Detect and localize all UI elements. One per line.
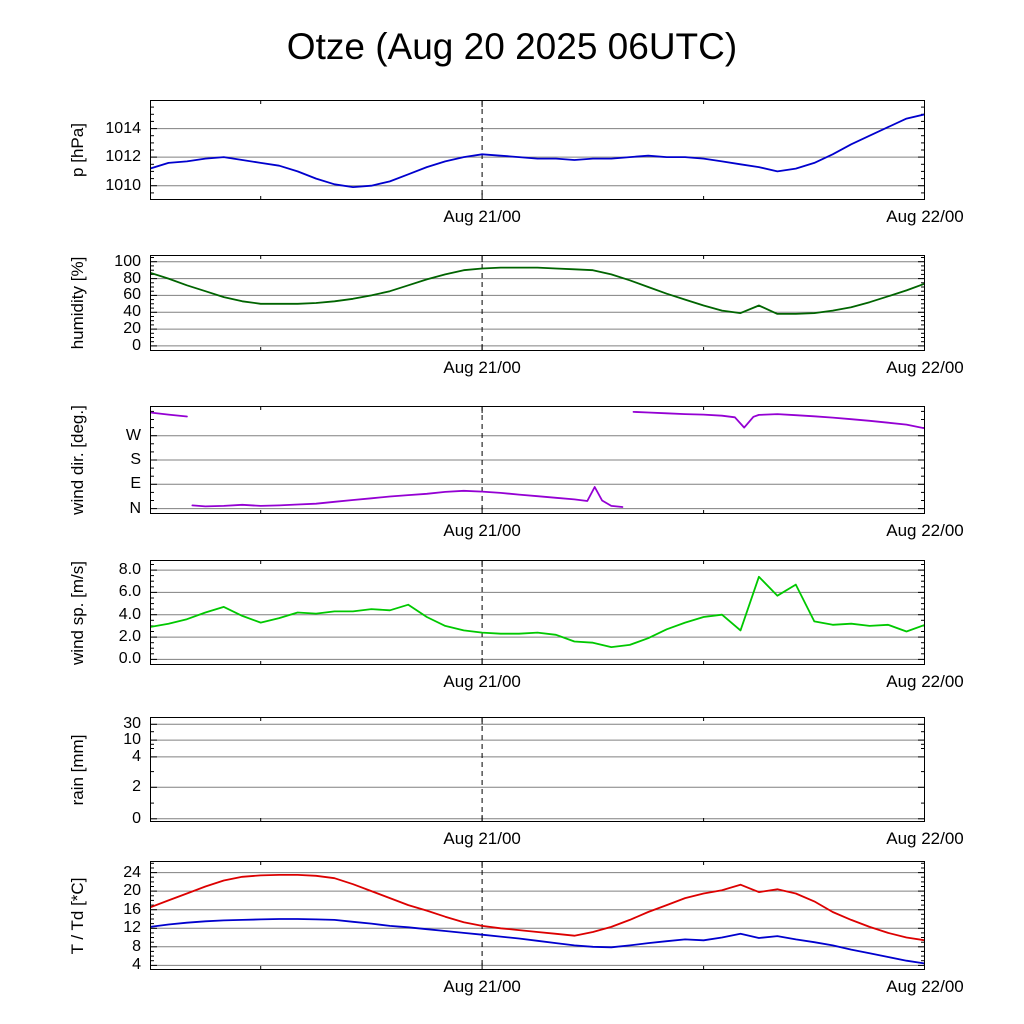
y-tick-label: 6.0	[118, 583, 141, 601]
y-tick-label: 8.0	[118, 561, 141, 579]
x-tick-label: Aug 22/00	[886, 358, 964, 377]
y-tick-label: 1014	[105, 119, 141, 137]
panel-border	[150, 717, 925, 822]
series-wind-speed	[150, 575, 925, 648]
chart-panel-temperature	[150, 861, 925, 970]
y-tick-label: 12	[123, 919, 141, 937]
y-axis-title: p [hPa]	[68, 123, 87, 177]
y-axis-title: humidity [%]	[68, 256, 87, 350]
y-tick-label: 24	[123, 863, 141, 881]
y-tick-label: N	[129, 499, 141, 517]
y-tick-label: 16	[123, 900, 141, 918]
x-tick-label: Aug 21/00	[443, 207, 521, 226]
series-humidity	[150, 266, 925, 315]
chart-panel-humidity	[150, 255, 925, 351]
series-wind-direction	[191, 486, 624, 508]
y-tick-label: W	[125, 426, 141, 444]
y-tick-label: E	[130, 475, 141, 493]
y-tick-label: 4.0	[118, 605, 141, 623]
y-axis-title: rain [mm]	[68, 734, 87, 805]
series-wind-direction	[632, 411, 925, 430]
y-tick-label: S	[130, 451, 141, 468]
series-wind-direction	[150, 411, 188, 418]
panel-border	[150, 560, 925, 665]
x-tick-label: Aug 22/00	[886, 672, 964, 691]
x-tick-label: Aug 21/00	[443, 521, 521, 540]
series-dewpoint	[150, 918, 925, 965]
y-tick-label: 40	[123, 303, 141, 321]
y-axis-title: T / Td [*C]	[68, 877, 87, 954]
y-tick-label: 0	[132, 336, 141, 354]
y-tick-label: 0	[132, 809, 141, 827]
y-tick-label: 0.0	[118, 650, 141, 668]
y-tick-label: 60	[123, 286, 141, 304]
x-tick-label: Aug 21/00	[443, 672, 521, 691]
panel-border	[150, 100, 925, 200]
chart-panel-wind-direction	[150, 406, 925, 514]
x-tick-label: Aug 22/00	[886, 977, 964, 996]
y-tick-label: 20	[123, 882, 141, 900]
x-tick-label: Aug 21/00	[443, 358, 521, 377]
y-tick-label: 2.0	[118, 628, 141, 646]
y-tick-label: 1010	[105, 176, 141, 194]
y-tick-label: 4	[132, 747, 141, 765]
x-tick-label: Aug 22/00	[886, 207, 964, 226]
chart-title: Otze (Aug 20 2025 06UTC)	[286, 26, 738, 67]
y-tick-label: 20	[123, 320, 141, 338]
y-tick-label: 10	[123, 731, 141, 749]
panel-border	[150, 255, 925, 351]
chart-panel-pressure	[150, 100, 925, 200]
series-pressure	[150, 113, 925, 188]
y-axis-title: wind dir. [deg.]	[68, 405, 87, 515]
chart-panel-wind-speed	[150, 560, 925, 665]
chart-panel-rain	[150, 717, 925, 822]
y-tick-label: 1012	[105, 148, 141, 166]
y-axis-title: wind sp. [m/s]	[68, 560, 87, 665]
y-tick-label: 4	[132, 956, 141, 974]
y-tick-label: 2	[132, 778, 141, 796]
x-tick-label: Aug 22/00	[886, 521, 964, 540]
y-tick-label: 8	[132, 937, 141, 955]
x-tick-label: Aug 21/00	[443, 829, 521, 848]
y-tick-label: 30	[123, 715, 141, 733]
x-tick-label: Aug 21/00	[443, 977, 521, 996]
panel-border	[150, 861, 925, 970]
y-tick-label: 80	[123, 269, 141, 287]
x-tick-label: Aug 22/00	[886, 829, 964, 848]
panel-border	[150, 406, 925, 514]
series-temperature	[150, 873, 925, 942]
y-tick-label: 100	[114, 252, 141, 270]
